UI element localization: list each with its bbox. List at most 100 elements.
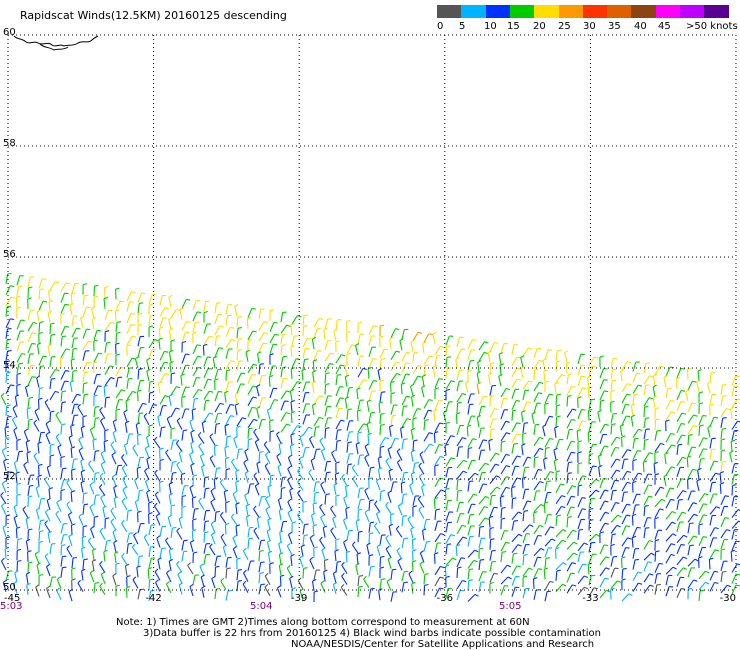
wind-barb (697, 469, 700, 480)
wind-barb-tick (737, 398, 740, 401)
wind-barb (214, 391, 219, 402)
wind-barb (66, 482, 73, 492)
wind-barb-tick (274, 333, 279, 336)
wind-barb-tick (645, 527, 650, 529)
wind-barb-tick (301, 368, 306, 372)
wind-barb-tick (631, 403, 636, 407)
wind-barb-tick (76, 327, 81, 330)
wind-barb (78, 450, 84, 460)
wind-barb (566, 496, 572, 506)
wind-barb-tick (47, 310, 53, 314)
wind-barb (16, 319, 22, 330)
wind-barb (158, 339, 161, 350)
wind-barb (520, 412, 524, 423)
wind-barb (258, 551, 261, 562)
wind-barb (169, 362, 172, 373)
wind-barb-tick (32, 332, 37, 334)
wind-barb-tick (216, 587, 221, 590)
wind-barb (236, 417, 243, 427)
wind-barb-tick (82, 283, 88, 286)
wind-barb-tick (5, 536, 11, 539)
wind-barb-tick (737, 420, 740, 423)
wind-barb-tick (226, 369, 231, 372)
wind-barb (566, 462, 570, 473)
wind-barb-tick (311, 512, 316, 516)
wind-barb (500, 454, 507, 464)
wind-barb (387, 449, 392, 459)
wind-barb-tick (137, 433, 142, 436)
wind-barb (357, 532, 360, 543)
wind-barb-tick (403, 405, 408, 407)
wind-barb-tick (387, 490, 392, 494)
wind-barb (489, 463, 496, 473)
wind-barb (364, 446, 370, 456)
wind-barb-tick (84, 393, 89, 396)
wind-barb (434, 566, 441, 576)
wind-barb-tick (336, 439, 342, 442)
wind-barb-tick (277, 585, 281, 589)
wind-barb (291, 425, 298, 435)
wind-barb-tick (379, 566, 385, 569)
wind-barb (533, 481, 541, 491)
wind-barb (159, 362, 165, 372)
wind-barb-tick (126, 585, 131, 589)
wind-barb (302, 426, 310, 436)
wind-barb (533, 568, 539, 579)
wind-barb (631, 537, 634, 548)
colorbar-segment (631, 5, 657, 18)
wind-barb (87, 540, 95, 550)
wind-barb-tick (279, 530, 284, 533)
wind-barb-tick (175, 439, 180, 444)
wind-barb-tick (83, 525, 88, 528)
wind-barb-tick (358, 585, 363, 588)
wind-barb (225, 436, 228, 447)
wind-barb (709, 482, 713, 493)
wind-barb (278, 444, 282, 455)
wind-barb-tick (411, 471, 416, 475)
wind-barb-tick (257, 516, 262, 519)
wind-barb (654, 508, 661, 518)
wind-barb (310, 460, 315, 471)
wind-barb (566, 584, 573, 594)
wind-barb (577, 575, 585, 585)
wind-barb-tick (179, 450, 184, 454)
wind-barb-tick (36, 375, 41, 379)
wind-barb-tick (592, 443, 597, 446)
wind-barb-tick (215, 510, 220, 513)
wind-barb (12, 407, 18, 418)
wind-barb-tick (38, 331, 43, 335)
wind-barb-tick (176, 308, 181, 312)
wind-barb-tick (313, 590, 319, 593)
wind-barb (80, 317, 84, 328)
wind-barb-tick (55, 433, 60, 438)
wind-barb (5, 273, 9, 284)
wind-barb-tick (337, 560, 342, 563)
wind-barb (422, 343, 425, 354)
wind-barb-tick (186, 321, 191, 323)
wind-barb (643, 496, 650, 506)
wind-barb (555, 394, 558, 405)
wind-barb (69, 382, 73, 393)
wind-barb-tick (209, 455, 214, 459)
wind-barb-tick (488, 372, 493, 376)
wind-barb-tick (395, 361, 400, 364)
wind-barb (192, 377, 197, 388)
wind-barb-tick (403, 493, 408, 495)
wind-barb (55, 414, 62, 424)
wind-barb (686, 457, 689, 468)
wind-barb (297, 470, 304, 480)
wind-barb (60, 424, 63, 435)
wind-barb (60, 336, 63, 347)
wind-barb (643, 484, 649, 495)
wind-barb-tick (330, 527, 334, 531)
wind-barb-tick (269, 430, 275, 433)
wind-barb (203, 510, 207, 521)
wind-barb (189, 542, 194, 553)
wind-barb-tick (599, 531, 604, 534)
wind-barb-tick (649, 584, 654, 588)
wind-barb (125, 400, 128, 411)
wind-barb-tick (469, 568, 474, 571)
wind-barb-tick (170, 339, 176, 342)
wind-barb (71, 338, 75, 349)
wind-barb-tick (80, 469, 86, 473)
